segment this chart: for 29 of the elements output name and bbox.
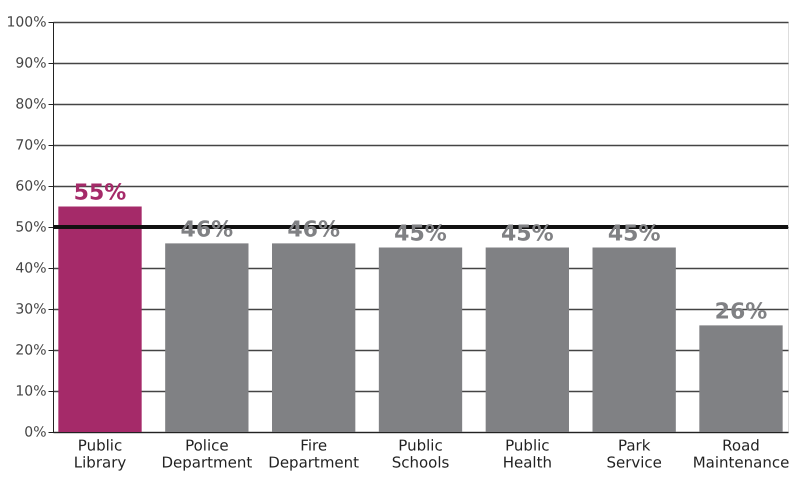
- bar: [165, 243, 248, 432]
- x-tick-label: Public Library: [74, 436, 126, 472]
- bar: [58, 206, 142, 432]
- x-tick-label: Park Service: [606, 436, 662, 472]
- bar: [699, 325, 783, 432]
- y-tick-label: 0%: [24, 424, 46, 440]
- y-tick-label: 80%: [15, 96, 46, 112]
- bar: [486, 248, 569, 432]
- data-label: 45%: [394, 222, 447, 246]
- bar: [592, 248, 676, 432]
- x-tick-label: Road Maintenance: [692, 436, 790, 472]
- x-tick-label: Public Schools: [392, 436, 450, 472]
- data-label: 55%: [74, 180, 126, 206]
- y-tick-label: 10%: [15, 384, 46, 400]
- y-tick-label: 90%: [15, 56, 46, 72]
- x-tick-label: Police Department: [161, 436, 252, 472]
- y-tick-label: 100%: [6, 14, 46, 30]
- bar: [272, 243, 356, 432]
- data-label: 45%: [608, 222, 660, 246]
- y-tick-label: 40%: [15, 260, 46, 276]
- y-tick-label: 20%: [15, 342, 46, 358]
- x-tick-label: Fire Department: [268, 436, 360, 472]
- data-label: 45%: [500, 222, 554, 246]
- y-tick-label: 50%: [15, 220, 46, 236]
- bar: [378, 248, 462, 432]
- y-tick-label: 60%: [15, 178, 46, 194]
- x-tick-label: Public Health: [502, 436, 552, 472]
- y-tick-label: 30%: [15, 302, 46, 318]
- y-tick-label: 70%: [15, 138, 46, 154]
